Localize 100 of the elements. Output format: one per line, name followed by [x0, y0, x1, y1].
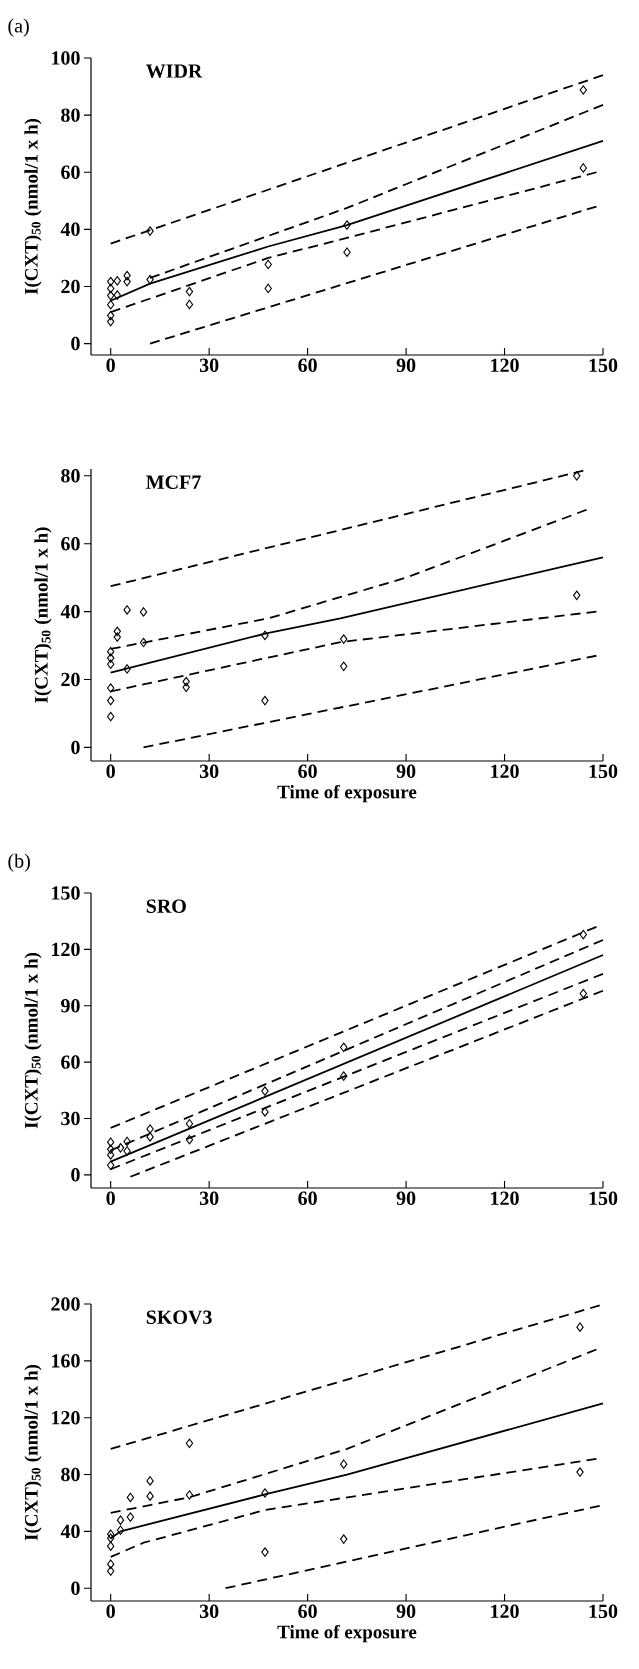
point	[340, 1534, 348, 1544]
y-tick-label: 40	[60, 222, 80, 237]
y-tick-label: 80	[61, 108, 80, 122]
point	[579, 85, 587, 95]
line-series	[109, 1458, 598, 1558]
point	[106, 659, 115, 669]
x-tick-label: 150	[589, 1191, 618, 1206]
text: (b)	[8, 853, 30, 872]
y-axis-title: I(CXT)$_{50}$ (nmol/1 x h)	[24, 952, 42, 1129]
chart-title: SKOV3	[146, 1310, 212, 1325]
point	[106, 1541, 115, 1551]
point	[573, 590, 581, 601]
point	[146, 1476, 154, 1486]
y-tick-label: 60	[61, 165, 80, 179]
x-tick-label: 30	[199, 1604, 219, 1619]
point	[123, 1136, 131, 1147]
point	[182, 682, 190, 693]
point	[116, 1515, 125, 1525]
point	[116, 1525, 125, 1535]
y-axis-title: I(CXT)$_{50}$ (nmol/1 x h)	[34, 527, 52, 703]
point	[261, 695, 269, 706]
point	[185, 1134, 194, 1145]
point	[106, 290, 115, 301]
x-tick-label: 120	[491, 1604, 519, 1619]
y-tick-label: 120	[52, 942, 80, 957]
point	[106, 276, 115, 287]
line-series	[109, 556, 604, 674]
point	[261, 1086, 269, 1096]
point	[185, 1118, 194, 1129]
point	[106, 1529, 115, 1539]
point	[113, 276, 121, 286]
y-tick-label: 0	[71, 336, 80, 351]
x-tick-label: 120	[491, 1191, 519, 1206]
point	[123, 270, 131, 281]
point	[185, 1438, 194, 1449]
x-tick-label: 0	[106, 764, 115, 779]
y-axis-title: I(CXT)$_{50}$ (nmol/1 x h)	[24, 118, 42, 295]
y-tick-label: 0	[71, 1581, 80, 1595]
x-tick-label: 150	[589, 764, 618, 779]
x-tick-label: 60	[298, 358, 317, 373]
point	[579, 929, 587, 940]
point	[106, 316, 115, 327]
x-axis-title: Time of exposure	[277, 1624, 417, 1643]
point	[106, 310, 115, 321]
point	[106, 653, 115, 663]
y-tick-label: 90	[61, 999, 80, 1013]
point	[106, 1566, 115, 1576]
point	[123, 605, 131, 615]
y-tick-label: 0	[71, 740, 80, 755]
x-tick-label: 0	[106, 1191, 115, 1206]
point	[146, 1132, 154, 1142]
point	[126, 1512, 135, 1522]
point	[340, 1042, 348, 1053]
point	[264, 259, 272, 270]
y-tick-label: 150	[52, 886, 80, 900]
y-tick-label: 120	[52, 1410, 80, 1425]
point	[139, 607, 148, 617]
x-tick-label: 90	[396, 764, 416, 779]
point	[106, 711, 115, 722]
point	[146, 1491, 154, 1501]
text: (a)	[8, 18, 29, 37]
point	[146, 274, 154, 285]
y-tick-label: 30	[61, 1111, 80, 1126]
point	[340, 1071, 348, 1081]
point	[185, 1490, 194, 1500]
y-tick-label: 0	[71, 1168, 80, 1182]
point	[139, 637, 148, 648]
point	[123, 664, 131, 674]
chart-title: WIDR	[146, 64, 203, 78]
point	[113, 626, 121, 637]
y-tick-label: 200	[51, 1297, 80, 1311]
point	[106, 1150, 115, 1160]
point	[106, 1144, 115, 1155]
y-tick-label: 40	[60, 1524, 80, 1539]
y-axis-title: I(CXT)$_{50}$ (nmol/1 x h)	[24, 1364, 42, 1541]
x-tick-label: 90	[396, 358, 416, 373]
point	[113, 632, 121, 642]
y-tick-label: 40	[60, 604, 80, 619]
point	[573, 471, 581, 481]
x-axis-title: Time of exposure	[277, 784, 417, 803]
point	[106, 1559, 115, 1569]
point	[261, 630, 269, 641]
y-tick-label: 160	[52, 1354, 80, 1368]
point	[106, 683, 115, 693]
x-tick-label: 0	[106, 358, 115, 373]
y-tick-label: 80	[61, 1467, 80, 1482]
x-tick-label: 60	[298, 1604, 317, 1619]
point	[576, 1322, 584, 1332]
point	[106, 695, 115, 706]
y-tick-label: 80	[61, 469, 80, 483]
point	[185, 299, 194, 310]
x-tick-label: 90	[396, 1191, 416, 1206]
point	[261, 1547, 269, 1557]
x-tick-label: 60	[298, 1191, 317, 1206]
point	[579, 988, 587, 999]
x-tick-label: 90	[396, 1604, 416, 1619]
point	[343, 220, 351, 230]
point	[123, 1146, 131, 1156]
y-tick-label: 20	[61, 672, 80, 687]
point	[146, 1124, 154, 1134]
